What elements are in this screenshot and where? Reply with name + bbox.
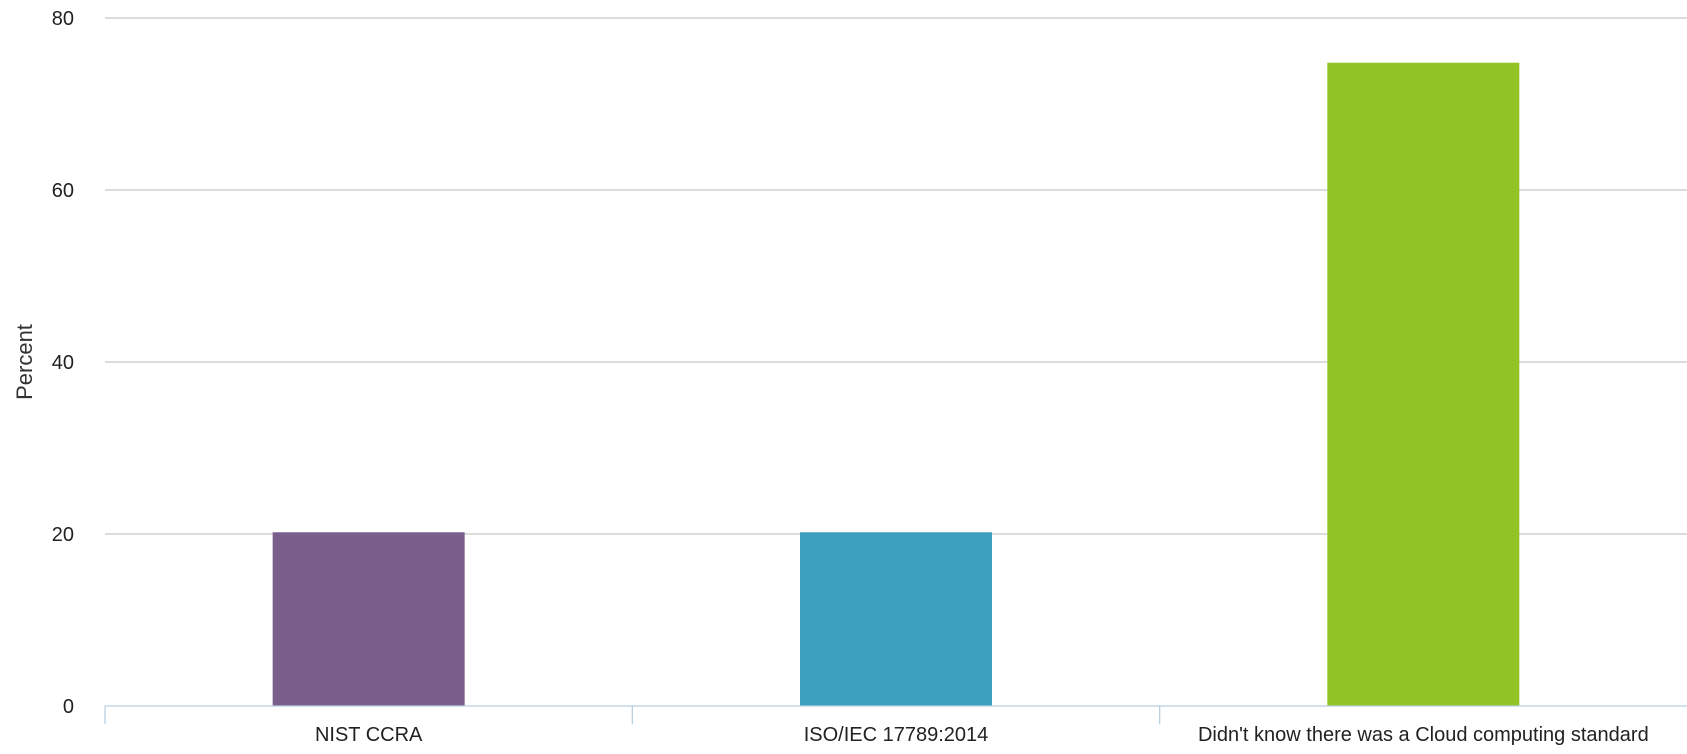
y-tick-label: 60 (52, 180, 74, 202)
bars (272, 62, 1520, 707)
y-axis-title: Percent (12, 324, 37, 400)
x-tick-label: ISO/IEC 17789:2014 (804, 724, 989, 746)
y-tick-label: 20 (52, 524, 74, 546)
x-axis (104, 705, 1687, 724)
bar-2[interactable] (800, 532, 992, 706)
x-axis-ticks: NIST CCRA ISO/IEC 17789:2014 Didn't know t… (315, 724, 1649, 746)
bar-1[interactable] (272, 532, 465, 706)
y-tick-label: 80 (52, 8, 74, 30)
y-tick-label: 0 (63, 696, 74, 718)
y-tick-label: 40 (52, 352, 74, 374)
y-axis-ticks: 0 20 40 60 80 (52, 8, 74, 718)
x-tick-label: Didn't know there was a Cloud computing … (1198, 724, 1649, 746)
x-tick-label: NIST CCRA (315, 724, 423, 746)
bar-3[interactable] (1327, 62, 1520, 707)
